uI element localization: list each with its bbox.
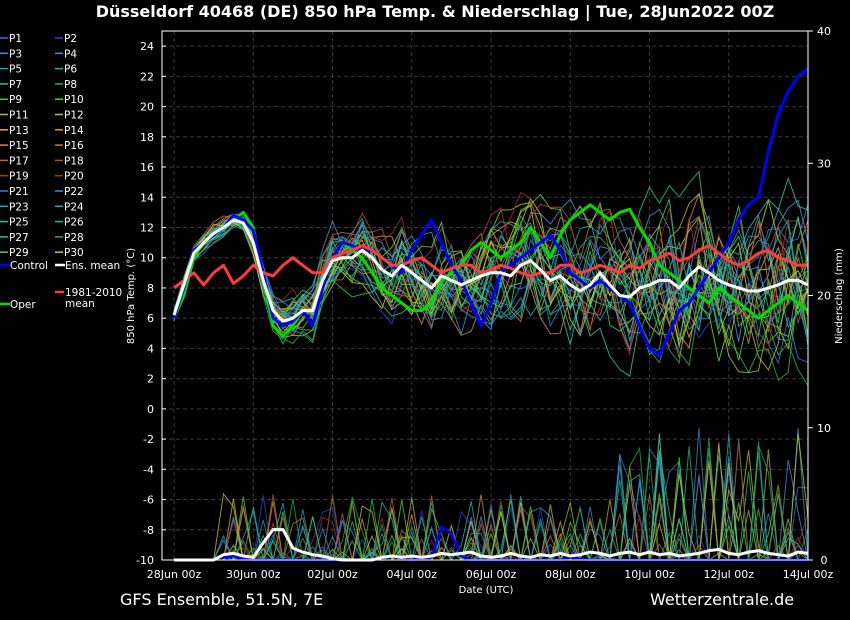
legend-label: 1981-2010 xyxy=(65,287,122,299)
x-tick-label: 08Jul 00z xyxy=(545,568,596,581)
left-tick-label: -4 xyxy=(143,463,154,476)
left-tick-label: -2 xyxy=(143,433,154,446)
chart-title: Düsseldorf 40468 (DE) 850 hPa Temp. & Ni… xyxy=(96,2,775,22)
oper-temp-line xyxy=(172,203,809,338)
left-tick-label: 18 xyxy=(140,131,154,144)
legend-label: P13 xyxy=(9,125,29,137)
legend-label: P14 xyxy=(64,125,84,137)
legend-label: P11 xyxy=(9,110,29,122)
legend-label: P7 xyxy=(9,79,22,91)
ensemble-member-temp xyxy=(173,170,809,345)
legend-label: P15 xyxy=(9,140,29,152)
legend-label: P30 xyxy=(64,247,84,259)
legend-label: P2 xyxy=(64,33,77,45)
left-tick-label: 12 xyxy=(140,221,154,234)
left-tick-label: 8 xyxy=(147,282,154,295)
legend-label: P1 xyxy=(9,33,22,45)
ensemble-member-temp xyxy=(173,203,809,325)
ensemble-member-temp xyxy=(173,214,809,349)
legend-label: P25 xyxy=(9,217,29,229)
left-tick-label: -6 xyxy=(143,494,154,507)
x-tick-label: 10Jul 00z xyxy=(624,568,675,581)
climate-mean-line xyxy=(173,244,808,290)
ensemble-member-temp xyxy=(173,207,809,349)
ensemble-member-temp xyxy=(173,216,809,341)
legend-label: P18 xyxy=(64,155,84,167)
legend-label: P21 xyxy=(9,186,29,198)
legend-label: P16 xyxy=(64,140,84,152)
x-tick-label: 04Jul 00z xyxy=(386,568,437,581)
legend-label: P23 xyxy=(9,201,29,213)
x-tick-label: 12Jul 00z xyxy=(703,568,754,581)
x-tick-label: 30Jun 00z xyxy=(226,568,281,581)
ensemble-member-temp xyxy=(173,213,809,339)
footer-model-info: GFS Ensemble, 51.5N, 7E xyxy=(120,590,323,609)
x-axis-label: Date (UTC) xyxy=(459,585,514,596)
x-tick-label: 06Jul 00z xyxy=(466,568,517,581)
left-tick-label: -10 xyxy=(136,554,154,567)
main-series xyxy=(172,67,809,358)
left-tick-label: 20 xyxy=(140,101,154,114)
left-tick-label: 10 xyxy=(140,252,154,265)
legend-label: P29 xyxy=(9,247,29,259)
left-tick-label: 2 xyxy=(147,373,154,386)
left-tick-label: -8 xyxy=(143,524,154,537)
left-tick-label: 14 xyxy=(140,191,154,204)
right-tick-label: 20 xyxy=(817,290,831,303)
control-temp-line xyxy=(172,67,809,358)
legend-label: Oper xyxy=(10,299,36,311)
left-tick-label: 24 xyxy=(140,40,154,53)
legend-label: P20 xyxy=(64,171,84,183)
legend-label: P4 xyxy=(64,48,77,60)
x-tick-label: 14Jul 00z xyxy=(783,568,834,581)
legend-label: P10 xyxy=(64,94,84,106)
legend-label: P6 xyxy=(64,64,77,76)
left-tick-label: 6 xyxy=(147,312,154,325)
x-tick-label: 28Jun 00z xyxy=(147,568,202,581)
footer-site: Wetterzentrale.de xyxy=(650,590,794,609)
ens-mean-precip-line xyxy=(174,528,809,562)
legend-label: mean xyxy=(65,298,95,310)
ens-mean-temp-line xyxy=(172,218,809,323)
left-tick-label: 4 xyxy=(147,342,154,355)
legend-label: P28 xyxy=(64,232,84,244)
legend-label: P19 xyxy=(9,171,29,183)
legend-label: P24 xyxy=(64,201,84,213)
x-tick-label: 02Jul 00z xyxy=(307,568,358,581)
legend-label: P5 xyxy=(9,64,22,76)
right-tick-label: 0 xyxy=(821,554,828,567)
right-axis-ticks: 0 10 20 30 40 xyxy=(808,25,831,567)
right-tick-label: 10 xyxy=(817,422,831,435)
legend-label: Ens. mean xyxy=(65,260,120,272)
legend-label: P3 xyxy=(9,48,22,60)
legend-label: P27 xyxy=(9,232,29,244)
left-tick-label: 0 xyxy=(147,403,154,416)
x-axis-ticks: 28Jun 00z 30Jun 00z 02Jul 00z 04Jul 00z 06Ju… xyxy=(147,568,834,581)
right-axis-label: Niederschlag (mm) xyxy=(834,248,845,344)
legend: P1 P2 P3 P4 P5 P6 P7 P8 P9 P10 P11 P12 P13 P14 P15 P16 P… xyxy=(0,33,122,311)
right-tick-label: 40 xyxy=(817,25,831,38)
left-tick-label: 16 xyxy=(140,161,154,174)
right-tick-label: 30 xyxy=(817,157,831,170)
legend-label: P22 xyxy=(64,186,84,198)
legend-label: P26 xyxy=(64,217,84,229)
ensemble-member-temp xyxy=(173,193,809,344)
left-tick-label: 22 xyxy=(140,70,154,83)
legend-label: P9 xyxy=(9,94,22,106)
legend-label: P12 xyxy=(64,110,84,122)
legend-label: Control xyxy=(10,260,48,272)
legend-label: P8 xyxy=(64,79,77,91)
legend-label: P17 xyxy=(9,155,29,167)
left-axis-label: 850 hPa Temp. (°C) xyxy=(126,248,137,344)
